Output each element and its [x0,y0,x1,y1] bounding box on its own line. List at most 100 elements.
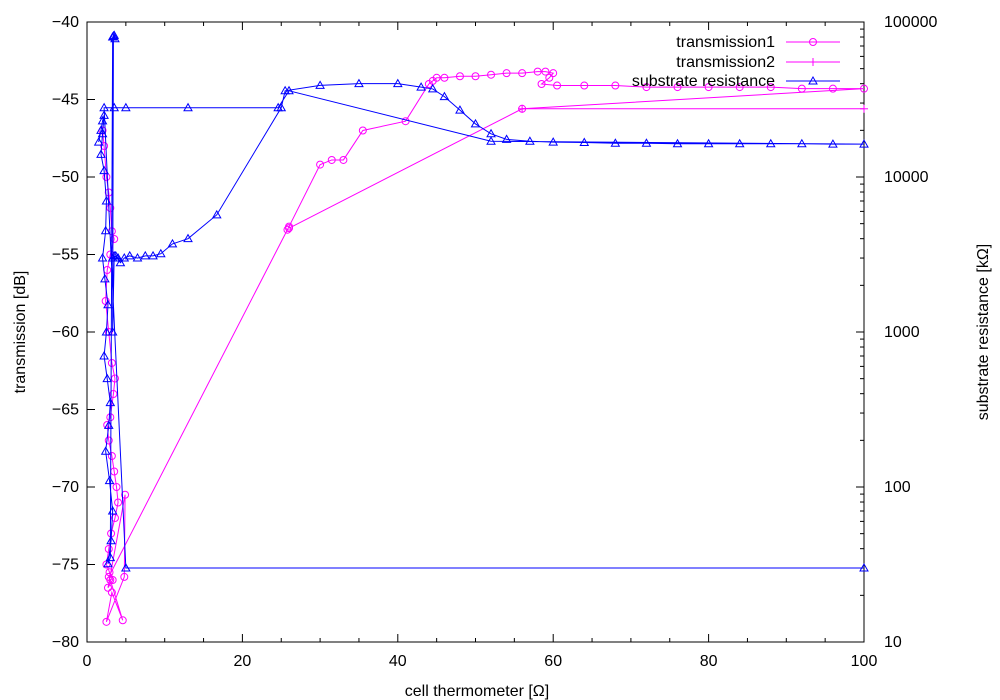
data-point [416,82,426,91]
data-point [100,273,110,283]
data-point [354,78,364,88]
legend-label: substrate resistance [632,73,775,90]
data-point [107,253,118,262]
data-point [486,136,496,145]
series-line [98,34,865,569]
y-left-tick-label: −40 [52,14,79,31]
data-point [672,138,683,148]
series-layer [93,30,869,626]
y-right-axis-label: substrate resistance [kΩ] [975,244,992,420]
axis-ticks [86,21,865,643]
data-point [102,617,111,626]
data-point [470,118,481,128]
data-point [140,250,151,260]
legend-label: transmission1 [676,34,775,51]
data-point [734,138,745,148]
data-point [315,80,325,89]
data-point [96,149,106,158]
data-point [859,563,869,572]
data-point [704,83,713,92]
data-point [809,58,817,66]
data-point [455,72,464,81]
data-point [99,165,109,175]
y-left-tick-label: −70 [52,479,79,496]
legend: transmission1 transmission2 substrate resi… [632,34,840,90]
data-point [104,436,113,445]
data-point [124,250,135,260]
data-point [105,552,116,562]
data-point [109,102,120,112]
data-point [103,558,113,568]
data-point [102,373,113,383]
data-point [610,138,621,147]
data-point [104,475,115,485]
data-point [518,69,527,78]
data-point [471,72,480,81]
data-point [284,85,294,95]
data-point [553,81,562,90]
data-point [518,104,527,113]
data-point [100,142,109,150]
data-point [120,563,131,572]
data-point [549,69,558,78]
x-tick-label: 60 [544,653,562,670]
data-point [112,483,121,491]
series-line [102,71,865,623]
data-point [580,81,589,90]
data-point [183,102,193,112]
data-point [392,78,403,88]
data-point [611,81,620,90]
data-point [797,84,806,93]
data-point [455,105,465,114]
data-point [642,83,651,92]
data-point [765,138,776,148]
plot-frame [86,21,865,643]
data-point [99,351,109,360]
x-tick-label: 40 [389,653,407,670]
data-point [316,160,325,169]
data-point [100,225,111,235]
data-point [99,110,109,119]
data-point [487,70,496,79]
x-tick-label: 100 [851,653,878,670]
y-left-axis-label: transmission [dB] [12,271,29,394]
data-point [103,299,113,309]
data-point [148,250,158,260]
x-tick-label: 20 [234,653,252,670]
data-point [828,139,838,148]
data-point [103,420,114,429]
data-point [501,134,512,143]
y-left-tick-label: −50 [52,169,79,186]
data-point [97,128,108,138]
data-point [121,490,130,499]
data-point [155,248,166,258]
data-point [703,138,714,148]
data-point [327,155,336,164]
data-point [285,224,294,233]
x-axis-label: cell thermometer [Ω] [405,683,549,700]
data-point [541,67,550,76]
data-point [100,446,111,455]
data-point [97,253,108,262]
y-left-tick-label: −65 [52,402,79,419]
data-point [273,102,284,112]
data-point [97,115,108,125]
plot-border [86,21,865,643]
data-point [118,616,127,625]
data-point [104,545,113,553]
series-transmission1 [98,67,868,626]
x-tick-label: 0 [83,653,92,670]
y-right-tick-label: 100 [884,479,911,496]
data-point [673,83,682,92]
data-point [211,209,222,219]
data-point [110,250,121,260]
y-left-tick-label: −45 [52,92,79,109]
data-point [735,83,744,92]
data-point [106,413,115,422]
y-left-tick-label: −80 [52,634,79,651]
data-point [440,73,449,82]
data-point [132,253,143,262]
data-point [809,38,817,46]
data-point [101,196,112,205]
data-point [105,568,114,577]
